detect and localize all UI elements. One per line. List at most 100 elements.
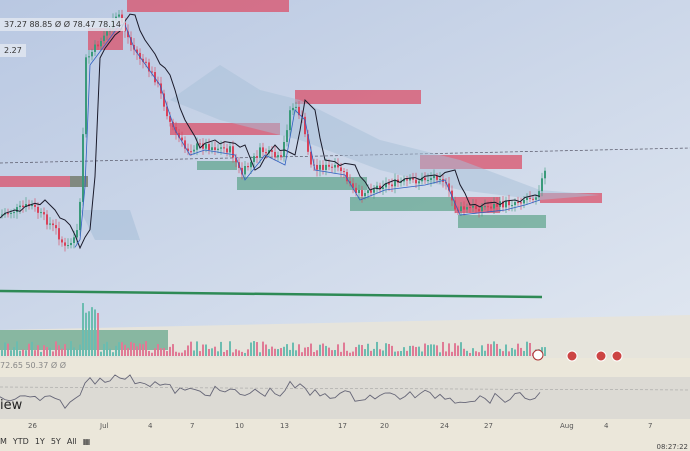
range-1y[interactable]: 1Y <box>34 437 45 446</box>
candle <box>412 177 414 180</box>
volume-bar <box>190 341 192 356</box>
candle <box>37 206 39 213</box>
rsi-band <box>0 377 690 419</box>
volume-bar <box>355 347 357 356</box>
candle <box>208 144 210 151</box>
volume-bar <box>88 311 90 356</box>
volume-bar <box>187 345 189 356</box>
candle <box>544 170 546 179</box>
volume-bar <box>370 350 372 356</box>
candle <box>343 171 345 173</box>
candle <box>460 206 462 212</box>
candle <box>256 156 258 158</box>
volume-bar <box>124 344 126 356</box>
volume-bar <box>52 351 54 356</box>
volume-bar <box>379 349 381 356</box>
range-all[interactable]: All <box>66 437 77 446</box>
time-tick: 27 <box>484 422 493 430</box>
volume-bar <box>376 341 378 356</box>
volume-bar <box>487 343 489 356</box>
candle <box>34 204 36 207</box>
calendar-icon[interactable]: ▦ <box>82 437 91 446</box>
lightning-event-icon <box>532 349 544 361</box>
volume-bar <box>328 347 330 356</box>
volume-bar <box>526 341 528 356</box>
ichimoku-cloud <box>80 210 140 240</box>
candle <box>283 141 285 157</box>
volume-bar <box>67 348 69 356</box>
flag-event-icon <box>611 350 623 362</box>
volume-bar <box>289 349 291 356</box>
main-pane <box>0 0 690 330</box>
candle <box>58 228 60 240</box>
volume-bar <box>544 347 546 356</box>
volume-bar <box>265 344 267 356</box>
volume-bar <box>70 341 72 356</box>
candle <box>91 51 93 57</box>
volume-bar <box>199 351 201 356</box>
candle <box>433 175 435 179</box>
volume-bar <box>349 352 351 356</box>
candle <box>88 56 90 58</box>
candle <box>505 200 507 208</box>
candle <box>346 172 348 182</box>
supply-zone <box>540 193 602 203</box>
volume-bar <box>277 349 279 356</box>
candle <box>364 193 366 197</box>
volume-bar <box>268 349 270 356</box>
candle <box>388 183 390 185</box>
volume-bar <box>382 350 384 356</box>
volume-bar <box>463 348 465 356</box>
volume-bar <box>478 352 480 356</box>
candle <box>175 126 177 133</box>
candle <box>334 165 336 168</box>
candle <box>529 197 531 199</box>
volume-bar <box>169 346 171 356</box>
volume-bar <box>364 349 366 356</box>
range-m[interactable]: M <box>0 437 7 446</box>
candle <box>289 110 291 131</box>
volume-bar <box>100 351 102 356</box>
volume-bar <box>421 351 423 356</box>
volume-bar <box>346 350 348 356</box>
candle <box>178 132 180 138</box>
volume-bar <box>403 347 405 356</box>
candle <box>526 197 528 200</box>
candle <box>271 150 273 152</box>
range-5y[interactable]: 5Y <box>50 437 61 446</box>
range-ytd[interactable]: YTD <box>12 437 29 446</box>
volume-bar <box>457 345 459 356</box>
volume-bar <box>514 349 516 356</box>
volume-bar <box>136 346 138 356</box>
candle <box>385 183 387 188</box>
volume-bar <box>493 341 495 356</box>
candle <box>67 245 69 247</box>
volume-bar <box>253 341 255 356</box>
volume-bar <box>292 342 294 356</box>
candle <box>430 178 432 180</box>
candle <box>424 177 426 181</box>
candle <box>31 204 33 207</box>
volume-bar <box>133 343 135 356</box>
candle <box>166 106 168 117</box>
volume-bar <box>106 341 108 356</box>
volume-bar <box>226 350 228 356</box>
volume-bar <box>283 346 285 356</box>
candle <box>55 225 57 229</box>
candle <box>139 52 141 59</box>
volume-bar <box>4 342 6 356</box>
candle <box>151 71 153 73</box>
volume-bar <box>412 345 414 356</box>
clock: 08:27:22 <box>656 443 688 451</box>
candle <box>22 205 24 208</box>
volume-bar <box>109 348 111 356</box>
volume-bar <box>244 352 246 356</box>
volume-bar <box>127 348 129 356</box>
volume-bar <box>202 344 204 356</box>
candle <box>382 187 384 189</box>
volume-bar <box>37 345 39 356</box>
volume-bar <box>151 352 153 356</box>
candle <box>325 164 327 170</box>
candle <box>376 185 378 190</box>
